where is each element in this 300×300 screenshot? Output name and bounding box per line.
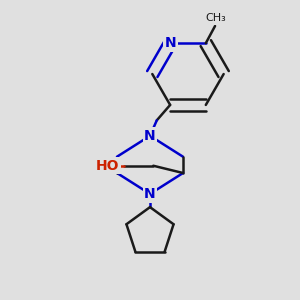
Text: HO: HO: [96, 159, 119, 173]
Text: N: N: [144, 129, 156, 143]
Text: CH₃: CH₃: [206, 14, 226, 23]
Text: N: N: [144, 187, 156, 201]
Text: N: N: [164, 36, 176, 50]
